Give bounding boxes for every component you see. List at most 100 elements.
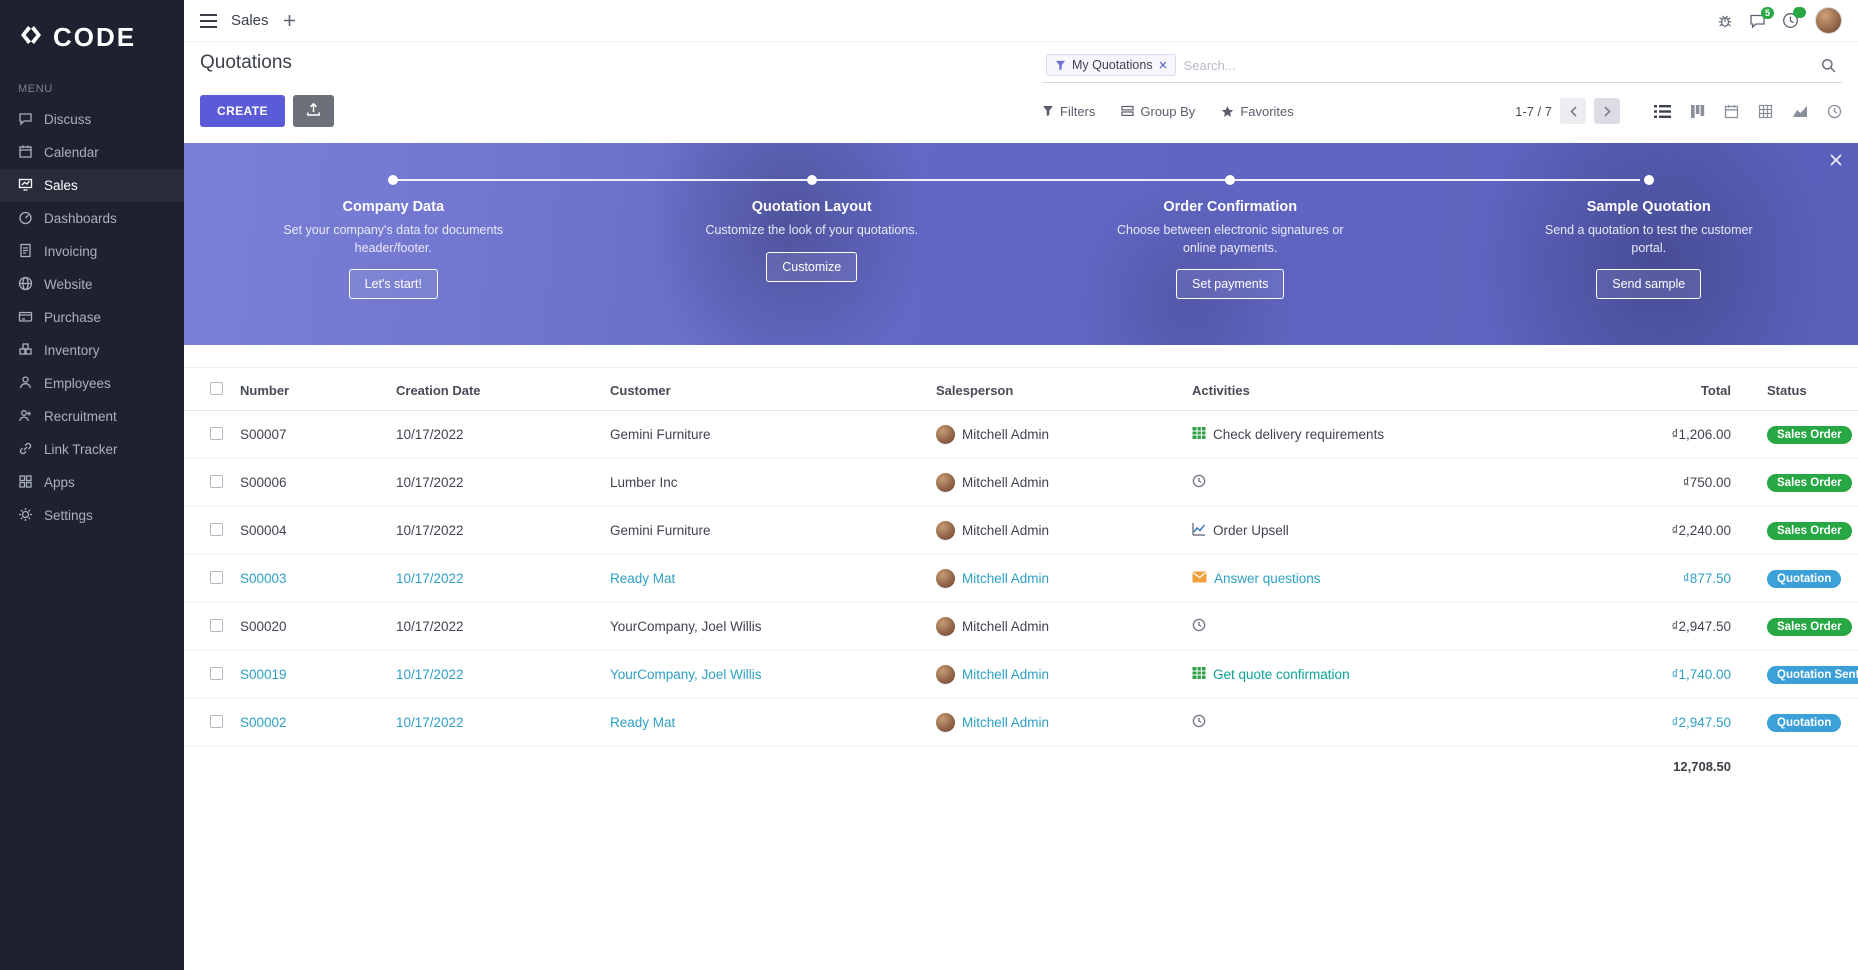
step-description: Customize the look of your quotations. [705,223,919,237]
sidebar-item-apps[interactable]: Apps [0,466,184,499]
step-title: Order Confirmation [1163,199,1298,215]
gear-icon [18,507,33,525]
sidebar-item-inventory[interactable]: Inventory [0,334,184,367]
lets-start-button[interactable]: Let's start! [348,269,438,299]
favorites-button[interactable]: Favorites [1221,104,1294,119]
group-by-button[interactable]: Group By [1121,104,1195,119]
graph-view-icon[interactable] [1792,104,1808,118]
sidebar-item-purchase[interactable]: Purchase [0,301,184,334]
view-switcher [1654,104,1842,119]
send-sample-button[interactable]: Send sample [1596,269,1702,299]
sidebar-item-recruitment[interactable]: Recruitment [0,400,184,433]
select-all-checkbox[interactable] [210,382,223,395]
clock-icon[interactable] [1192,618,1206,635]
table-row[interactable]: S00006 10/17/2022 Lumber Inc Mitchell Ad… [184,458,1858,507]
customize-button[interactable]: Customize [766,251,858,282]
messages-count-badge: 5 [1761,6,1774,19]
search-bar[interactable]: My Quotations [1042,52,1842,83]
table-row[interactable]: S00020 10/17/2022 YourCompany, Joel Will… [184,602,1858,651]
table-row[interactable]: S00019 10/17/2022 YourCompany, Joel Will… [184,650,1858,699]
step-description: Send a quotation to test the customer po… [1544,223,1753,255]
column-header-customer[interactable]: Customer [602,367,928,411]
activity-summary[interactable]: Get quote confirmation [1213,667,1350,682]
step-title: Sample Quotation [1586,199,1711,215]
purchase-icon [18,309,33,327]
order-total: ₫2,240.00 [1564,506,1739,555]
facet-remove-icon[interactable] [1159,61,1167,69]
quotation-number: S00004 [232,506,388,555]
row-checkbox[interactable] [210,474,223,488]
pager-previous-button[interactable] [1560,98,1586,124]
activity-view-icon[interactable] [1827,104,1842,119]
dashboards-icon [18,210,33,228]
calendar-view-icon[interactable] [1724,104,1739,119]
clock-icon[interactable] [1192,714,1206,731]
debug-bug-icon[interactable] [1717,13,1733,29]
step-description: Choose between electronic signatures or … [1116,223,1344,255]
sidebar-item-dashboards[interactable]: Dashboards [0,202,184,235]
row-checkbox[interactable] [210,522,223,536]
sidebar-item-employees[interactable]: Employees [0,367,184,400]
sidebar-item-label: Website [44,277,93,292]
table-row[interactable]: S00002 10/17/2022 Ready Mat Mitchell Adm… [184,698,1858,747]
create-button[interactable]: CREATE [200,95,285,127]
user-avatar[interactable] [1815,7,1842,34]
row-checkbox[interactable] [210,714,223,728]
sidebar-item-calendar[interactable]: Calendar [0,136,184,169]
table-row[interactable]: S00003 10/17/2022 Ready Mat Mitchell Adm… [184,554,1858,603]
status-badge: Quotation [1767,713,1842,732]
sidebar-item-settings[interactable]: Settings [0,499,184,532]
pager-next-button[interactable] [1594,98,1620,124]
set-payments-button[interactable]: Set payments [1176,269,1285,299]
activity-summary[interactable]: Answer questions [1214,571,1321,586]
table-row[interactable]: S00004 10/17/2022 Gemini Furniture Mitch… [184,506,1858,555]
plus-icon[interactable] [283,14,296,27]
activities-indicator[interactable] [1782,7,1806,29]
search-icon[interactable] [1821,58,1836,73]
row-checkbox[interactable] [210,618,223,632]
filters-button[interactable]: Filters [1042,104,1095,119]
activity-summary[interactable]: Order Upsell [1213,523,1289,538]
sidebar-item-discuss[interactable]: Discuss [0,103,184,136]
messages-indicator[interactable]: 5 [1749,6,1774,29]
column-header-salesperson[interactable]: Salesperson [928,367,1184,411]
kanban-view-icon[interactable] [1690,104,1705,119]
banner-close-icon[interactable] [1830,153,1842,171]
row-checkbox[interactable] [210,570,223,584]
search-input[interactable] [1183,57,1813,73]
hamburger-menu-icon[interactable] [200,13,217,28]
search-facet-my-quotations[interactable]: My Quotations [1046,54,1176,76]
brand-logo[interactable]: CODE [0,0,184,67]
column-header-total[interactable]: Total [1564,367,1739,411]
clock-icon[interactable] [1192,474,1206,491]
column-header-status[interactable]: Status [1739,367,1858,411]
salesperson-name: Mitchell Admin [962,619,1050,634]
table-row[interactable]: S00007 10/17/2022 Gemini Furniture Mitch… [184,410,1858,459]
sidebar: CODE MENU Discuss Calendar Sales Dashboa… [0,0,184,970]
salesperson-avatar [936,665,955,684]
sidebar-item-website[interactable]: Website [0,268,184,301]
control-panel: Quotations My Quotations C [184,42,1858,139]
salesperson-avatar [936,425,955,444]
list-view-icon[interactable] [1654,104,1671,119]
column-header-creation-date[interactable]: Creation Date [388,367,602,411]
row-checkbox[interactable] [210,666,223,680]
pivot-view-icon[interactable] [1758,104,1773,119]
sidebar-item-label: Recruitment [44,409,117,424]
activity-summary[interactable]: Check delivery requirements [1213,427,1385,442]
creation-date: 10/17/2022 [388,650,602,699]
topbar-app-title[interactable]: Sales [231,12,269,29]
sidebar-item-sales[interactable]: Sales [0,169,184,202]
column-header-activities[interactable]: Activities [1184,367,1564,411]
order-total: ₫2,947.50 [1564,698,1739,747]
column-header-number[interactable]: Number [232,367,388,411]
sidebar-item-label: Sales [44,178,78,193]
sidebar-item-invoicing[interactable]: Invoicing [0,235,184,268]
sidebar-item-link-tracker[interactable]: Link Tracker [0,433,184,466]
row-checkbox[interactable] [210,426,223,440]
creation-date: 10/17/2022 [388,410,602,459]
discuss-icon [18,111,33,129]
export-button[interactable] [292,95,334,127]
calendar-icon [18,144,33,162]
